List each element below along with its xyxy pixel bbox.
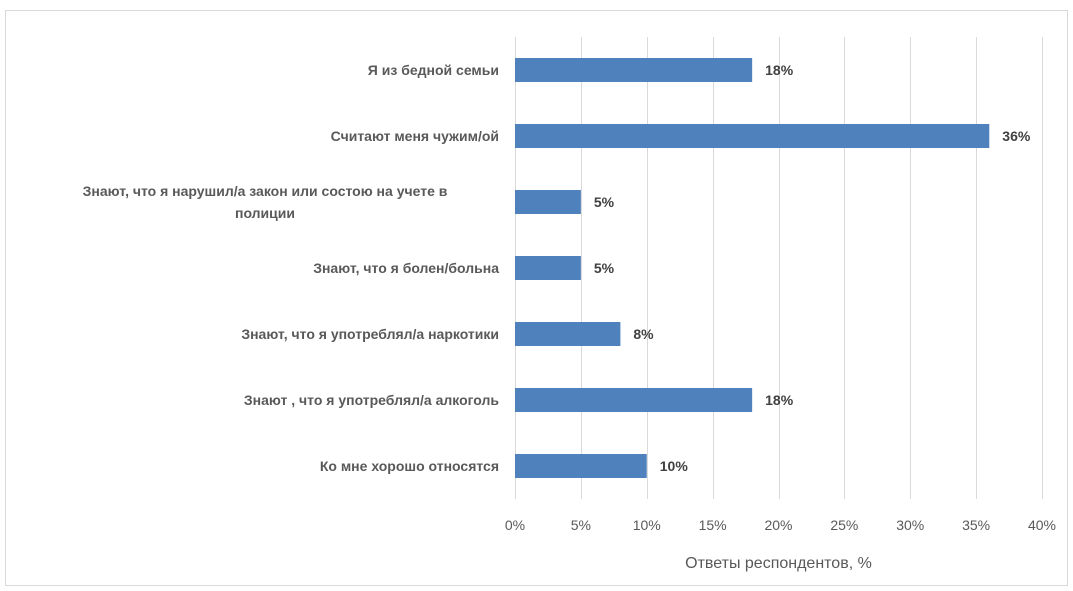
data-label: 36% bbox=[1002, 128, 1031, 144]
category-label: Знают , что я употреблял/а алкоголь bbox=[244, 392, 500, 408]
bar bbox=[515, 190, 581, 214]
bar bbox=[515, 58, 753, 82]
category-label-line: Считают меня чужим/ой bbox=[331, 128, 499, 144]
x-tick-label: 25% bbox=[830, 517, 858, 533]
data-label: 5% bbox=[594, 260, 615, 276]
data-label: 8% bbox=[633, 326, 654, 342]
bars bbox=[515, 58, 990, 478]
category-label: Я из бедной семьи bbox=[368, 62, 499, 78]
x-tick-label: 15% bbox=[699, 517, 727, 533]
bar bbox=[515, 322, 621, 346]
category-label-line: Я из бедной семьи bbox=[368, 62, 499, 78]
category-label: Знают, что я болен/больна bbox=[313, 260, 499, 276]
category-label: Знают, что я нарушил/а закон или состою … bbox=[83, 183, 448, 221]
x-tick-label: 5% bbox=[571, 517, 591, 533]
category-label-line: Знают, что я нарушил/а закон или состою … bbox=[83, 183, 448, 199]
bar bbox=[515, 124, 990, 148]
x-axis-title: Ответы респондентов, % bbox=[685, 555, 872, 572]
category-label: Знают, что я употреблял/а наркотики bbox=[241, 326, 499, 342]
x-tick-label: 10% bbox=[633, 517, 661, 533]
data-label: 18% bbox=[765, 62, 794, 78]
chart-area: Я из бедной семьи Считают меня чужим/ой Зн… bbox=[5, 10, 1068, 586]
category-label: Считают меня чужим/ой bbox=[331, 128, 499, 144]
data-label: 18% bbox=[765, 392, 794, 408]
bar bbox=[515, 454, 647, 478]
x-tick-label: 35% bbox=[962, 517, 990, 533]
bar-chart: Я из бедной семьи Считают меня чужим/ой Зн… bbox=[83, 37, 1056, 572]
category-label: Ко мне хорошо относятся bbox=[320, 458, 499, 474]
data-label: 10% bbox=[660, 458, 689, 474]
gridlines bbox=[515, 37, 1043, 499]
data-label: 5% bbox=[594, 194, 615, 210]
category-label-line: Ко мне хорошо относятся bbox=[320, 458, 499, 474]
x-tick-label: 30% bbox=[896, 517, 924, 533]
category-labels: Я из бедной семьи Считают меня чужим/ой Зн… bbox=[83, 62, 500, 474]
x-tick-label: 40% bbox=[1028, 517, 1056, 533]
x-tick-labels: 0% 5% 10% 15% 20% 25% 30% 35% 40% bbox=[505, 517, 1056, 533]
category-label-line: Знают, что я употреблял/а наркотики bbox=[241, 326, 499, 342]
category-label-line: Знают, что я болен/больна bbox=[313, 260, 499, 276]
x-tick-label: 0% bbox=[505, 517, 525, 533]
bar bbox=[515, 256, 581, 280]
category-label-line: полиции bbox=[235, 205, 295, 221]
category-label-line: Знают , что я употреблял/а алкоголь bbox=[244, 392, 500, 408]
bar bbox=[515, 388, 753, 412]
x-tick-label: 20% bbox=[764, 517, 792, 533]
data-labels: 18% 36% 5% 5% 8% 18% 10% bbox=[594, 62, 1031, 474]
